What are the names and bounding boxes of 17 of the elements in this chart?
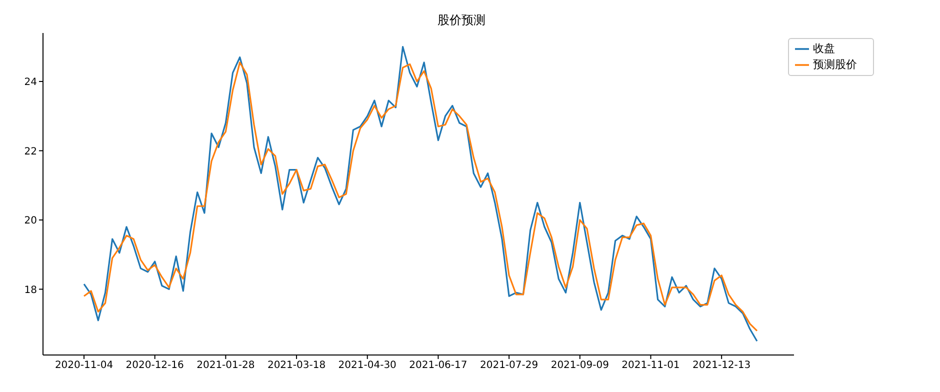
legend-label: 收盘 <box>813 42 835 55</box>
x-tick-label: 2021-03-18 <box>267 360 326 372</box>
y-tick-label: 18 <box>24 284 37 296</box>
x-tick-label: 2021-12-13 <box>692 360 751 372</box>
y-tick-label: 20 <box>24 216 37 227</box>
y-tick-label: 24 <box>24 77 37 88</box>
x-tick-label: 2021-04-30 <box>338 360 396 372</box>
x-tick-label: 2020-11-04 <box>54 360 114 372</box>
x-tick-label: 2021-06-17 <box>409 360 468 372</box>
legend-label: 预测股价 <box>813 58 857 71</box>
x-tick-label: 2020-12-16 <box>126 360 184 372</box>
x-tick-label: 2021-07-29 <box>480 360 538 372</box>
y-tick-label: 22 <box>24 146 37 158</box>
chart-title: 股价预测 <box>436 12 486 29</box>
x-tick-label: 2021-11-01 <box>622 360 680 372</box>
x-tick-label: 2021-09-09 <box>550 360 609 372</box>
x-tick-label: 2021-01-28 <box>196 360 255 372</box>
